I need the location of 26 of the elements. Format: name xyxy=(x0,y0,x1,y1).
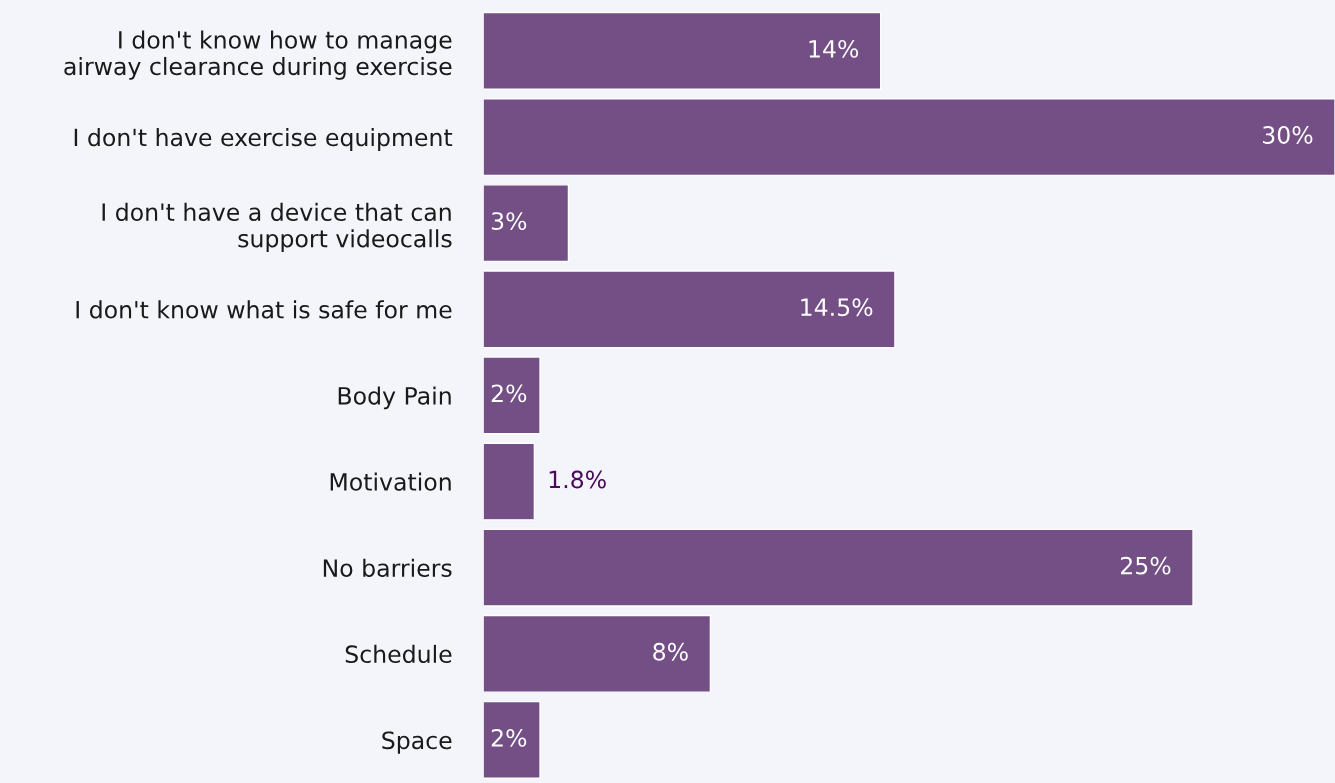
bar xyxy=(483,184,570,263)
data-label: 14% xyxy=(809,39,859,58)
data-label: 14.5% xyxy=(801,298,873,317)
data-label: 3% xyxy=(491,212,527,231)
y-tick-label: Space xyxy=(382,731,452,754)
y-tick-label: No barriers xyxy=(323,558,452,577)
y-tick-label: I don't have exercise equipment xyxy=(74,128,453,151)
bar xyxy=(483,270,896,349)
data-label: 2% xyxy=(491,728,527,747)
y-tick-label: I don't know how to manage airway clearance during exercise xyxy=(64,30,452,80)
bar xyxy=(483,356,541,435)
bar xyxy=(483,528,1194,607)
y-tick-label: I don't have a device that can support videocalls xyxy=(102,202,452,253)
bar xyxy=(483,614,712,693)
data-label: 2% xyxy=(491,384,527,403)
y-tick-label: Schedule xyxy=(345,644,452,664)
y-tick-label: Body Pain xyxy=(338,386,451,410)
y-tick-label: Motivation xyxy=(330,472,451,491)
data-label: 30% xyxy=(1263,126,1313,144)
data-label: 8% xyxy=(653,642,688,661)
bar xyxy=(483,11,882,90)
bar xyxy=(483,700,541,779)
bar xyxy=(483,442,536,521)
data-label: 1.8% xyxy=(549,470,606,489)
y-tick-label: I don't know what is safe for me xyxy=(76,300,452,319)
data-label: 25% xyxy=(1121,556,1171,575)
